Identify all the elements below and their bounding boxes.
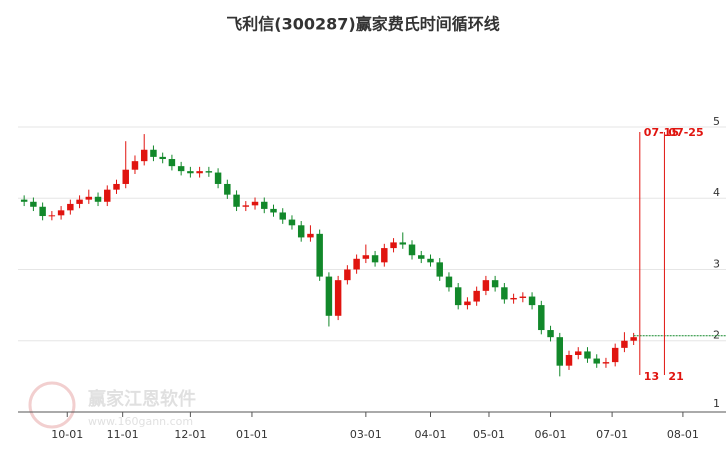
candle-body [473,290,480,302]
cycle-date: 07-25 [668,126,703,139]
candle-body [94,196,102,202]
candle-body [205,171,213,173]
candle-body [491,280,499,288]
y-tick-label: 5 [713,115,720,128]
candle-body [445,276,453,288]
x-tick-label: 08-01 [667,428,699,441]
candle-body [39,206,46,217]
candle-body [408,244,416,256]
candle-body [67,203,74,211]
candle-body [547,330,554,338]
candle-body [381,248,388,263]
candle-body [288,219,296,226]
candle-body [177,166,185,172]
watermark-url: www.160gann.com [88,415,193,428]
candle-body [187,171,194,174]
candle-body [233,194,240,207]
y-tick-label: 3 [713,257,720,270]
y-tick-label: 1 [713,397,720,410]
candle-body [20,199,28,202]
candle-body [510,297,517,300]
candle-body [307,233,314,238]
candle-body [584,351,591,359]
watermark-text: 赢家江恩软件 [88,388,196,410]
cycle-date: 07-15 [644,126,679,139]
candle-body [538,305,545,331]
candle-body [224,183,231,195]
candle-body [159,156,166,160]
x-tick-label: 04-01 [415,428,447,441]
candle-body [501,287,508,300]
watermark-logo [28,381,76,429]
watermark: 赢家江恩软件 www.160gann.com [28,381,196,429]
candle-body [122,169,129,184]
y-tick-label: 4 [713,186,720,199]
candle-body [621,340,628,348]
x-tick-label: 03-01 [350,428,382,441]
candle-body [390,242,397,249]
candle-body [611,347,619,363]
candle-body [30,201,37,207]
candle-body [427,258,434,263]
candle-body [334,280,342,316]
candle-body [279,212,286,220]
candle-body [104,189,111,202]
x-tick-label: 07-01 [596,428,628,441]
candle-body [261,201,268,209]
candle-body [270,208,277,213]
x-tick-label: 11-01 [107,428,139,441]
candle-body [297,225,305,238]
candle-body [482,280,490,291]
candle-body [519,296,527,298]
candle-body [76,199,83,204]
cycle-count: 13 [644,370,659,383]
candle-body [140,149,148,162]
candle-body [131,161,139,170]
candle-body [85,196,93,200]
x-tick-label: 01-01 [236,428,268,441]
candle-body [399,242,407,245]
candle-body [454,287,462,306]
candle-body [214,172,222,184]
candle-body [418,255,425,259]
candle-body [168,159,176,167]
candle-body [362,255,370,259]
candle-body [602,362,610,364]
candle-body [556,337,564,366]
candle-body [344,269,351,281]
candle-body [565,354,573,366]
x-tick-label: 06-01 [535,428,567,441]
candle-body [48,215,56,217]
candle-body [57,210,65,216]
candle-body [575,351,582,355]
candle-body [316,233,323,277]
candle-body [325,276,333,316]
candle-body [371,255,379,263]
x-tick-label: 05-01 [473,428,505,441]
candle-body [436,262,443,277]
cycle-count: 21 [668,370,683,383]
candle-body [528,296,536,306]
candle-body [464,301,471,306]
candle-body [593,358,600,364]
x-tick-label: 12-01 [174,428,206,441]
candle-body [630,337,637,341]
candle-body [196,171,203,174]
chart-title: 飞利信(300287)赢家费氏时间循环线 [226,15,499,34]
candle-body [353,258,360,270]
candle-body [150,149,157,157]
candle-body [113,183,120,190]
x-tick-label: 10-01 [51,428,83,441]
candle-body [242,205,250,207]
candle-body [251,201,259,206]
y-tick-label: 2 [713,329,720,342]
